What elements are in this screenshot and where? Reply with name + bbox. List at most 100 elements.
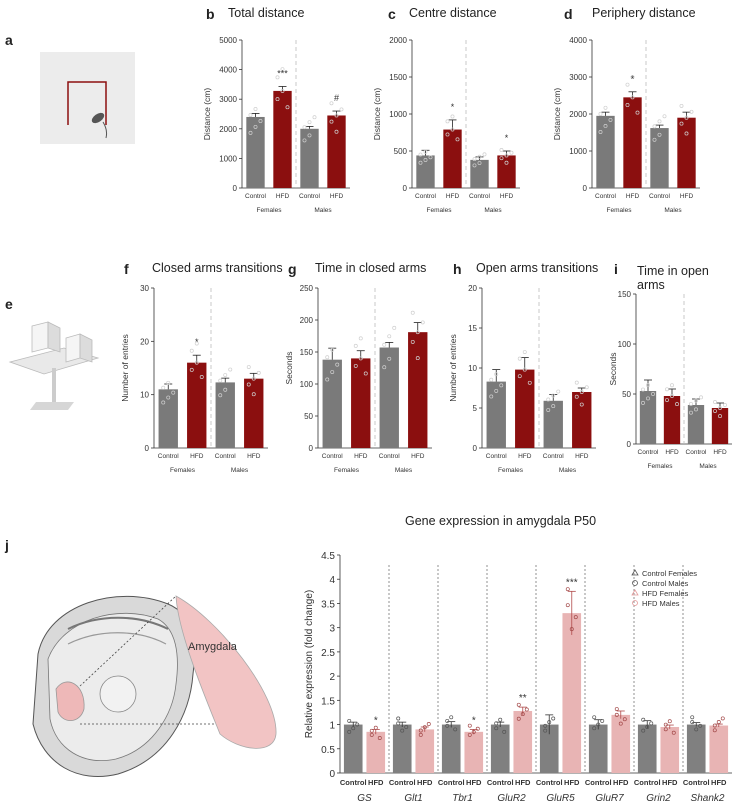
data-point [489,394,494,399]
y-tick-label: 4.5 [321,551,335,562]
data-point [516,716,521,721]
data-point [248,130,253,135]
gene-label: GluR5 [546,793,575,804]
y-tick-label: 5000 [219,36,237,45]
significance-marker: * [195,337,199,347]
data-point [723,403,727,407]
gene-label: Tbr1 [452,793,473,804]
data-point [651,392,655,396]
significance-marker: * [631,74,635,84]
significance-marker: ** [519,693,527,704]
data-point [573,615,578,620]
x-tick-label: Control [543,453,565,460]
data-point [646,383,650,388]
data-point [551,716,556,721]
y-axis-label: Distance (cm) [552,88,562,141]
data-point [418,728,423,733]
data-point [565,587,570,592]
data-point [351,726,356,731]
data-point [161,400,166,405]
y-tick-label: 10 [140,391,149,400]
data-point [657,132,662,137]
data-point [679,121,684,126]
data-point [392,325,397,330]
y-tick-label: 5 [473,404,478,413]
y-tick-label: 0 [583,184,588,193]
data-point [689,401,693,406]
legend-marker [632,600,638,606]
x-tick-label: Control [322,453,344,460]
significance-marker: * [472,715,476,726]
data-point [285,105,290,110]
x-tick-label: Control [634,778,661,787]
data-point [471,729,476,734]
x-tick-label: Control [486,453,508,460]
data-point [275,75,280,80]
data-point [690,720,695,725]
data-point [369,728,374,733]
data-point [516,702,521,707]
data-point [517,356,522,361]
data-point [253,124,258,129]
y-tick-label: 2.5 [321,648,335,659]
bar-control [379,347,399,448]
data-point [410,310,415,315]
chart-title-f: Closed arms transitions [152,261,283,275]
y-tick-label: 10 [468,364,477,373]
y-tick-label: 2000 [569,110,587,119]
bar-hfd [187,362,207,448]
data-point [251,392,256,397]
amygdala-label: Amygdala [188,641,238,653]
data-point [551,404,556,409]
data-point [330,347,335,352]
y-tick-label: 1 [329,721,335,732]
data-point [667,719,672,724]
y-tick-label: 1000 [389,110,407,119]
x-tick-label: Control [299,193,321,200]
y-tick-label: 2 [329,672,335,683]
bar-hfd [515,369,535,448]
bar-hfd [244,378,264,448]
x-tick-label: HFD [190,453,204,460]
gene-label: GluR2 [497,793,526,804]
data-point [679,103,684,108]
bar-control [300,128,319,188]
group-label: Males [231,467,249,474]
data-point [565,603,570,608]
data-point [509,150,514,155]
data-point [161,385,166,390]
y-tick-label: 50 [622,390,631,399]
gene-label: GS [357,793,372,804]
data-point [369,732,374,737]
data-point [641,728,646,733]
bar-tbr1-control [441,724,461,773]
bar-control [687,405,705,444]
bar-grin2-control [637,724,657,773]
data-point [663,722,668,727]
panel-label-d: d [564,6,573,22]
x-tick-label: Control [638,449,660,456]
data-point [527,380,532,385]
data-point [420,320,425,325]
panel-label-f: f [124,261,129,277]
data-point [592,726,597,731]
data-point [418,152,423,157]
data-point [302,125,307,130]
data-point [684,131,689,136]
x-tick-label: Control [438,778,465,787]
data-point [614,712,619,717]
y-axis-label: Distance (cm) [372,88,382,141]
data-point [712,723,717,728]
x-tick-label: HFD [330,193,344,200]
data-point [718,414,722,419]
x-tick-label: HFD [518,453,532,460]
y-tick-label: 4000 [569,36,587,45]
data-point [353,343,358,348]
legend-label: HFD Females [642,589,689,598]
significance-marker: * [374,715,378,726]
data-point [551,393,556,398]
data-point [622,717,627,722]
data-point [307,120,312,125]
bar-tbr1-hfd [464,731,484,773]
y-tick-label: 1000 [569,147,587,156]
